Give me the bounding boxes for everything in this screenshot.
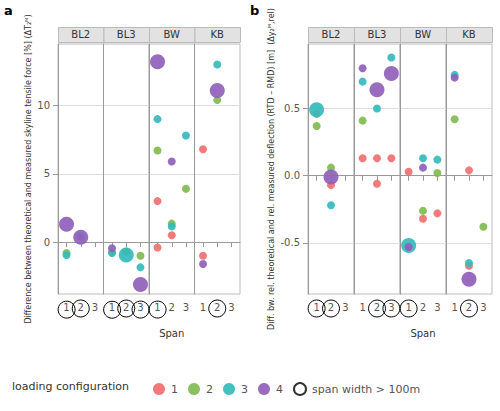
svg-text:2: 2 [374, 302, 380, 313]
svg-text:1: 1 [313, 302, 319, 313]
svg-text:1: 1 [109, 302, 115, 313]
svg-text:3: 3 [388, 302, 394, 313]
svg-text:Difference between theoretical: Difference between theoretical and measu… [24, 14, 33, 323]
svg-text:0: 0 [44, 237, 50, 248]
svg-text:Span: Span [159, 328, 184, 339]
svg-text:1: 1 [451, 302, 457, 313]
svg-text:3: 3 [228, 302, 234, 313]
svg-text:BL2: BL2 [322, 29, 341, 40]
svg-text:5: 5 [44, 168, 50, 179]
svg-text:2: 2 [206, 383, 213, 396]
svg-text:1: 1 [405, 302, 411, 313]
svg-text:3: 3 [241, 383, 248, 396]
svg-text:2: 2 [78, 302, 84, 313]
svg-text:1: 1 [200, 302, 206, 313]
svg-text:BL2: BL2 [71, 29, 90, 40]
svg-text:BW: BW [415, 29, 432, 40]
svg-text:KB: KB [462, 29, 476, 40]
svg-text:3: 3 [342, 302, 348, 313]
svg-text:3: 3 [92, 302, 98, 313]
svg-text:0.0: 0.0 [284, 170, 300, 181]
svg-text:BL3: BL3 [117, 29, 136, 40]
svg-text:Span: Span [410, 328, 435, 339]
svg-text:KB: KB [211, 29, 225, 40]
svg-text:4: 4 [276, 383, 283, 396]
svg-text:2: 2 [466, 302, 472, 313]
svg-text:b: b [250, 3, 259, 18]
svg-text:1: 1 [359, 302, 365, 313]
svg-text:2: 2 [214, 302, 220, 313]
svg-text:2: 2 [420, 302, 426, 313]
svg-text:BW: BW [164, 29, 181, 40]
svg-text:-0.5: -0.5 [280, 237, 300, 248]
svg-text:BL3: BL3 [368, 29, 387, 40]
svg-text:3: 3 [480, 302, 486, 313]
svg-text:span width > 100m: span width > 100m [312, 383, 420, 396]
svg-text:3: 3 [183, 302, 189, 313]
svg-text:3: 3 [434, 302, 440, 313]
svg-text:3: 3 [137, 302, 143, 313]
svg-text:10: 10 [37, 100, 50, 111]
svg-text:1: 1 [171, 383, 178, 396]
svg-text:2: 2 [169, 302, 175, 313]
svg-text:loading configuration: loading configuration [12, 380, 129, 393]
svg-text:a: a [4, 3, 13, 18]
svg-text:0.5: 0.5 [284, 103, 300, 114]
svg-text:2: 2 [328, 302, 334, 313]
svg-text:1: 1 [154, 302, 160, 313]
svg-text:1: 1 [63, 302, 69, 313]
svg-text:2: 2 [123, 302, 129, 313]
svg-text:Diff. bw. rel. theoretical and: Diff. bw. rel. theoretical and rel. meas… [267, 8, 276, 330]
